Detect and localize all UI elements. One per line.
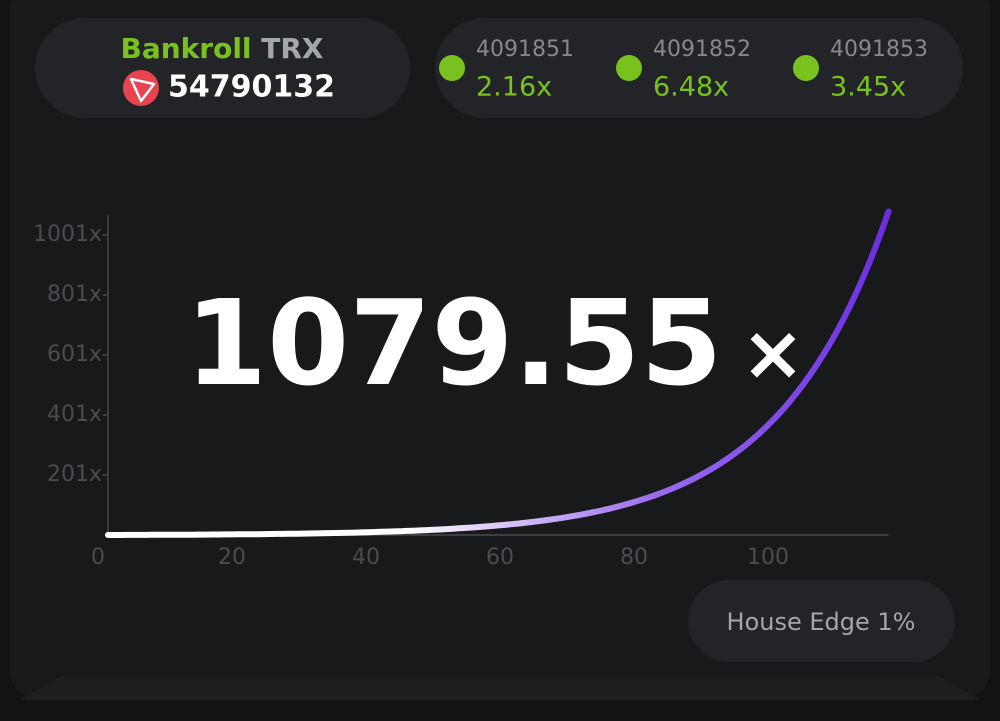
history-multiplier: 6.48x: [653, 72, 729, 103]
history-panel: [435, 18, 963, 118]
y-tick-label: 601x: [47, 342, 102, 367]
x-tick-label: 60: [486, 545, 514, 570]
history-dot: [439, 55, 465, 81]
tron-logo: [129, 77, 156, 103]
bankroll-amount: 54790132: [168, 70, 335, 105]
x-tick-label: 20: [218, 545, 246, 570]
crash-curve: [105, 208, 892, 538]
history-multiplier: 3.45x: [830, 72, 906, 103]
bankroll-label: Bankroll: [120, 32, 251, 65]
current-multiplier: 1079.55: [185, 274, 722, 412]
x-tick-label: 100: [747, 545, 789, 570]
history-multiplier: 2.16x: [476, 72, 552, 103]
bankroll-currency: TRX: [261, 32, 324, 65]
panel-bevel: [20, 676, 980, 700]
x-tick-label: 40: [352, 545, 380, 570]
history-round: 4091853: [830, 37, 928, 62]
house-edge: House Edge 1%: [727, 608, 916, 636]
y-tick-label: 201x: [47, 462, 102, 487]
x-tick-label: 0: [91, 545, 105, 570]
game-panel: [10, 0, 990, 700]
bankroll-title: Bankroll TRX: [120, 32, 323, 65]
y-tick-label: 401x: [47, 402, 102, 427]
x-tick-label: 80: [620, 545, 648, 570]
multiplier-chart: 0 20 40 60 80 100 201x 401x 601x 801x 1001x: [33, 208, 892, 570]
history-list: 4091851 2.16x 4091852 6.48x 4091853 3.45x: [439, 37, 928, 103]
multiplier-sign: ×: [741, 308, 805, 397]
history-round: 4091852: [653, 37, 751, 62]
history-dot: [616, 55, 642, 81]
history-round: 4091851: [476, 37, 574, 62]
y-tick-label: 1001x: [33, 222, 102, 247]
house-edge-pill: [688, 580, 955, 662]
y-tick-label: 801x: [47, 282, 102, 307]
history-dot: [793, 55, 819, 81]
